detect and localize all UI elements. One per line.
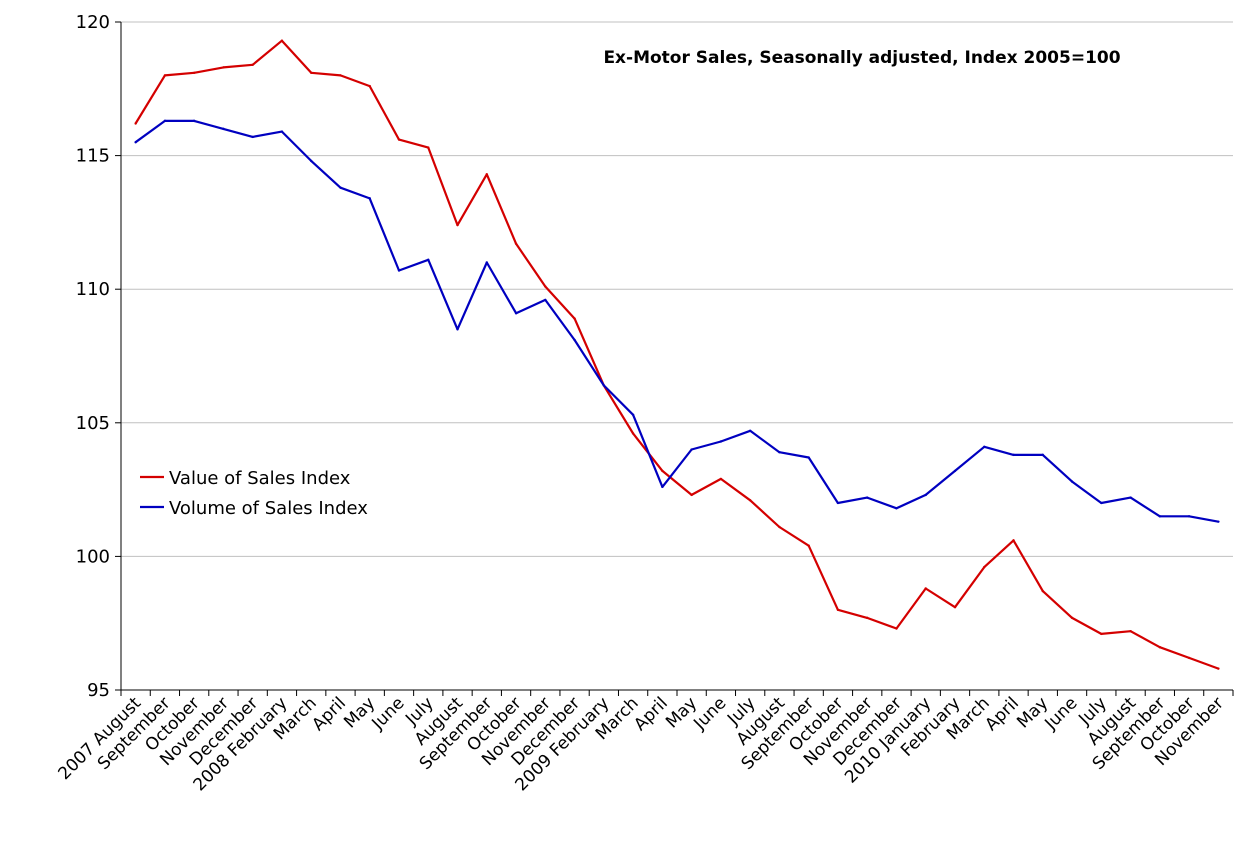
data-point-value bbox=[807, 544, 810, 547]
data-point-value bbox=[1217, 667, 1220, 670]
data-point-volume bbox=[339, 186, 342, 189]
data-point-volume bbox=[222, 127, 225, 131]
y-tick-label: 105 bbox=[76, 413, 110, 434]
data-point-value bbox=[339, 74, 342, 77]
data-point-value bbox=[661, 469, 664, 473]
data-point-value bbox=[485, 173, 488, 176]
data-point-value bbox=[456, 223, 459, 227]
data-point-volume bbox=[1158, 515, 1162, 518]
y-tick-label: 95 bbox=[87, 680, 110, 701]
data-point-volume bbox=[1217, 520, 1220, 523]
data-point-volume bbox=[573, 338, 576, 342]
data-point-value bbox=[1070, 616, 1074, 620]
data-point-value bbox=[836, 608, 840, 612]
data-point-volume bbox=[836, 501, 840, 505]
data-point-volume bbox=[953, 469, 957, 473]
series-line-volume bbox=[134, 119, 1219, 523]
data-point-value bbox=[1041, 589, 1044, 593]
data-point-volume bbox=[748, 429, 752, 433]
data-point-value bbox=[134, 122, 137, 125]
data-point-volume bbox=[778, 450, 781, 454]
chart-title: Ex-Motor Sales, Seasonally adjusted, Ind… bbox=[603, 48, 1120, 68]
data-point-value bbox=[1129, 630, 1132, 633]
data-point-volume bbox=[1187, 515, 1191, 518]
data-point-volume bbox=[397, 269, 401, 272]
data-point-volume bbox=[163, 119, 167, 123]
data-point-value bbox=[895, 627, 898, 630]
data-point-value bbox=[1012, 539, 1015, 542]
data-point-volume bbox=[134, 141, 137, 144]
data-point-volume bbox=[719, 440, 723, 443]
y-tick-label: 100 bbox=[76, 546, 110, 567]
data-point-volume bbox=[1041, 453, 1044, 457]
data-point-value bbox=[690, 493, 693, 497]
data-point-value bbox=[1187, 656, 1191, 660]
data-point-value bbox=[631, 432, 635, 435]
x-tick-label: May bbox=[662, 693, 701, 732]
data-point-value bbox=[251, 63, 254, 66]
y-tick-label: 110 bbox=[76, 279, 110, 300]
series-line-value bbox=[134, 39, 1219, 670]
data-point-value bbox=[1158, 646, 1162, 649]
data-point-volume bbox=[1100, 501, 1103, 505]
data-point-volume bbox=[544, 298, 547, 302]
x-tick-label: May bbox=[340, 693, 379, 732]
data-point-value bbox=[983, 565, 986, 569]
data-point-volume bbox=[1129, 496, 1132, 499]
legend-label: Volume of Sales Index bbox=[169, 498, 368, 519]
data-point-volume bbox=[1012, 453, 1015, 457]
data-point-volume bbox=[310, 159, 313, 163]
data-point-volume bbox=[251, 135, 254, 139]
data-point-volume bbox=[631, 413, 635, 416]
data-point-volume bbox=[1070, 480, 1074, 483]
y-tick-label: 115 bbox=[76, 146, 110, 167]
data-point-volume bbox=[807, 456, 810, 459]
data-point-value bbox=[924, 587, 927, 590]
data-point-volume bbox=[924, 493, 927, 497]
data-point-value bbox=[427, 146, 430, 149]
data-point-value bbox=[280, 39, 284, 42]
data-point-value bbox=[544, 285, 547, 288]
data-point-volume bbox=[866, 496, 869, 499]
data-point-value bbox=[953, 605, 957, 609]
data-point-value bbox=[368, 84, 371, 88]
data-point-volume bbox=[456, 328, 459, 331]
data-point-value bbox=[192, 71, 196, 74]
data-point-value bbox=[573, 317, 576, 320]
y-tick-label: 120 bbox=[76, 12, 110, 33]
data-point-volume bbox=[661, 485, 664, 489]
data-point-volume bbox=[690, 448, 693, 451]
data-point-volume bbox=[427, 258, 430, 262]
data-point-value bbox=[310, 71, 313, 74]
x-tick-label: May bbox=[1013, 693, 1052, 732]
data-point-volume bbox=[983, 445, 986, 449]
data-point-value bbox=[778, 525, 781, 529]
data-point-value bbox=[719, 477, 723, 481]
data-point-value bbox=[222, 66, 225, 69]
data-point-volume bbox=[368, 197, 371, 200]
data-point-value bbox=[866, 616, 869, 620]
data-point-volume bbox=[280, 130, 284, 133]
data-point-volume bbox=[192, 119, 196, 123]
data-point-value bbox=[514, 242, 518, 245]
data-point-volume bbox=[514, 312, 518, 315]
data-point-volume bbox=[602, 384, 606, 387]
legend-label: Value of Sales Index bbox=[169, 468, 351, 489]
data-point-value bbox=[1100, 632, 1103, 636]
data-point-volume bbox=[485, 261, 488, 264]
data-point-value bbox=[397, 138, 401, 141]
data-point-value bbox=[163, 74, 167, 77]
data-point-volume bbox=[895, 507, 898, 510]
data-point-value bbox=[748, 499, 752, 502]
